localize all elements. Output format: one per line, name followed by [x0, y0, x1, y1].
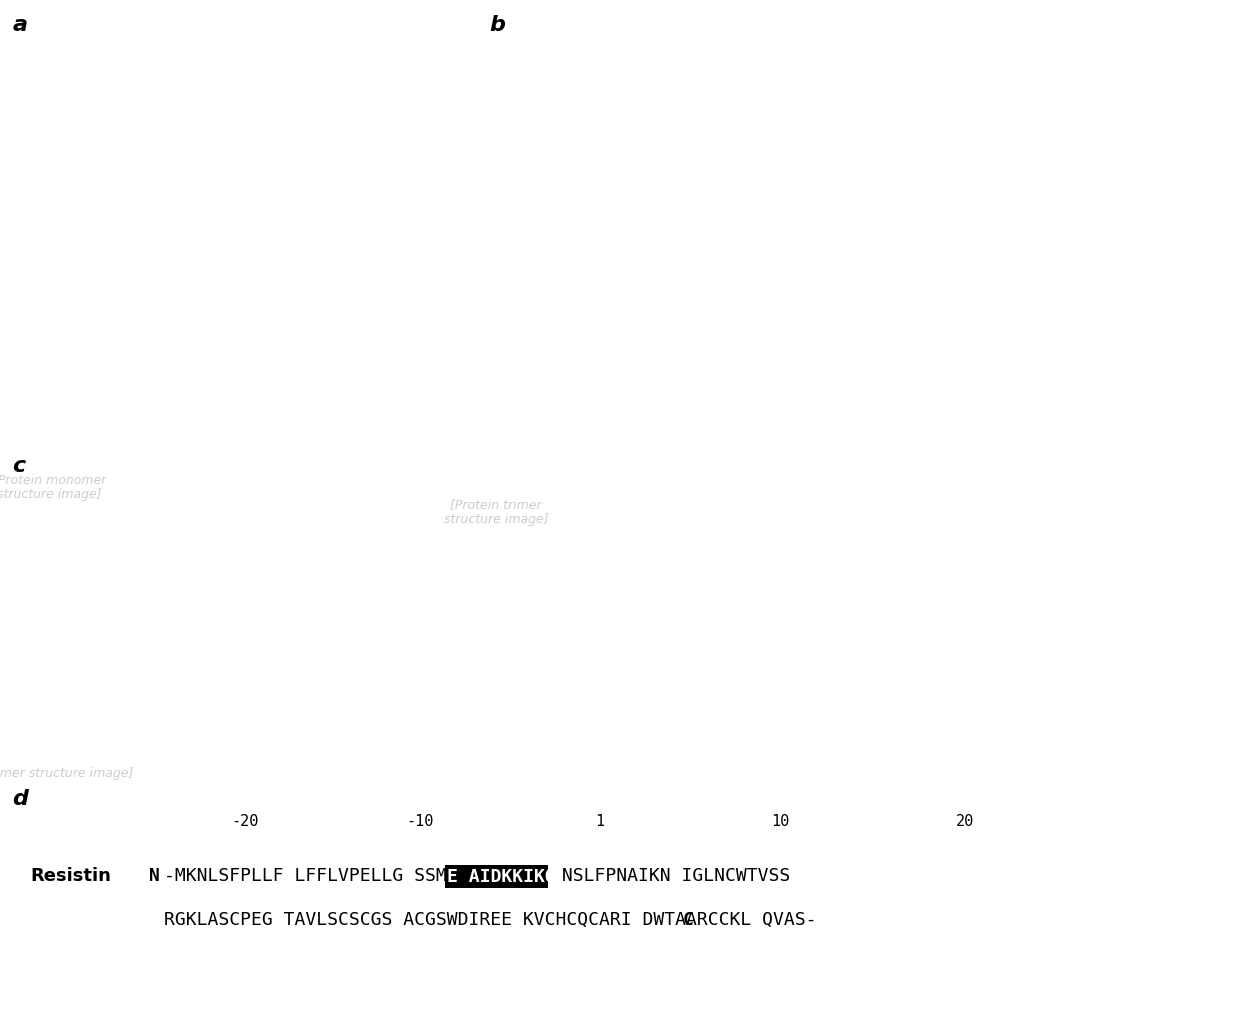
Text: C: C: [682, 910, 693, 929]
Text: N: N: [149, 867, 160, 886]
Text: NSLFPNAIKN IGLNCWTVSS: NSLFPNAIKN IGLNCWTVSS: [551, 867, 790, 886]
FancyBboxPatch shape: [445, 865, 548, 888]
Text: 20: 20: [956, 814, 975, 829]
Text: c: c: [12, 456, 26, 477]
Text: [Protein hexamer structure image]: [Protein hexamer structure image]: [0, 768, 134, 780]
Text: -MKNLSFPLLF LFFLVPELLG SSMPLCPID: -MKNLSFPLLF LFFLVPELLG SSMPLCPID: [164, 867, 512, 886]
Text: 10: 10: [771, 814, 789, 829]
Text: -10: -10: [407, 814, 434, 829]
Text: -20: -20: [232, 814, 259, 829]
Text: E AIDKKIKQDF: E AIDKKIKQDF: [446, 867, 578, 886]
Text: a: a: [12, 15, 27, 36]
Text: [Protein monomer
structure image]: [Protein monomer structure image]: [0, 473, 107, 501]
Text: [Protein trimer
structure image]: [Protein trimer structure image]: [444, 498, 548, 527]
Text: b: b: [490, 15, 506, 36]
Text: Resistin: Resistin: [30, 867, 110, 886]
Text: d: d: [12, 789, 29, 810]
Text: 1: 1: [595, 814, 605, 829]
Text: RGKLASCPEG TAVLSCSCGS ACGSWDIREE KVCHCQCARI DWTAARCCKL QVAS-: RGKLASCPEG TAVLSCSCGS ACGSWDIREE KVCHCQC…: [164, 910, 816, 929]
